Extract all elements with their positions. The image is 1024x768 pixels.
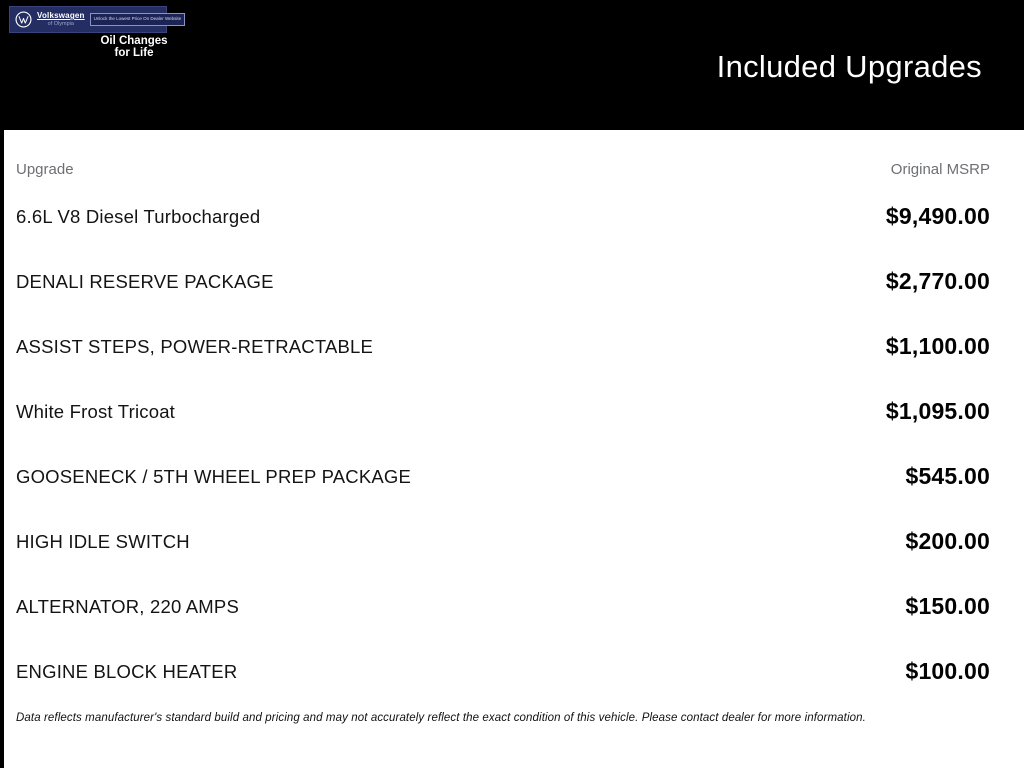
upgrade-name: ASSIST STEPS, POWER-RETRACTABLE: [16, 335, 374, 357]
upgrade-msrp: $150.00: [905, 593, 990, 619]
table-row: GOOSENECK / 5TH WHEEL PREP PACKAGE $545.…: [16, 444, 990, 509]
upgrade-msrp: $9,490.00: [885, 203, 990, 229]
upgrade-msrp: $100.00: [905, 658, 990, 684]
tagline-line1: Oil Changes: [100, 35, 168, 47]
dealer-name-block: Volkswagen of Olympia: [37, 11, 85, 27]
dealer-suffix: of Olympia: [47, 20, 74, 27]
table-row: ENGINE BLOCK HEATER $100.00: [16, 639, 990, 704]
table-header-row: Upgrade Original MSRP: [16, 161, 990, 178]
dealer-banner[interactable]: Volkswagen of Olympia Unlock the Lowest …: [9, 6, 186, 33]
upgrade-name: ALTERNATOR, 220 AMPS: [16, 595, 239, 617]
left-border: [0, 0, 4, 768]
vw-logo-icon: [15, 11, 32, 28]
tagline-line2: for Life: [114, 46, 154, 59]
table-row: ASSIST STEPS, POWER-RETRACTABLE $1,100.0…: [16, 314, 990, 379]
upgrade-name: ENGINE BLOCK HEATER: [16, 660, 238, 682]
column-header-upgrade: Upgrade: [16, 161, 74, 178]
upgrade-list: 6.6L V8 Diesel Turbocharged $9,490.00 DE…: [16, 184, 990, 704]
column-header-msrp: Original MSRP: [890, 161, 990, 178]
upgrade-msrp: $2,770.00: [885, 268, 990, 294]
table-row: DENALI RESERVE PACKAGE $2,770.00: [16, 249, 990, 314]
upgrade-name: HIGH IDLE SWITCH: [16, 530, 190, 552]
table-row: White Frost Tricoat $1,095.00: [16, 379, 990, 444]
disclaimer-text: Data reflects manufacturer's standard bu…: [16, 712, 866, 724]
table-row: ALTERNATOR, 220 AMPS $150.00: [16, 574, 990, 639]
page-header: Volkswagen of Olympia Unlock the Lowest …: [0, 0, 1024, 130]
upgrade-msrp: $200.00: [905, 528, 990, 554]
unlock-price-button[interactable]: Unlock the Lowest Price On Dealer Websit…: [89, 13, 186, 26]
page-title: Included Upgrades: [716, 49, 982, 84]
upgrade-name: GOOSENECK / 5TH WHEEL PREP PACKAGE: [16, 465, 412, 487]
upgrade-name: DENALI RESERVE PACKAGE: [16, 270, 274, 292]
dealer-name: Volkswagen: [37, 11, 85, 21]
upgrades-table: Upgrade Original MSRP 6.6L V8 Diesel Tur…: [0, 161, 1024, 724]
upgrade-name: White Frost Tricoat: [16, 400, 176, 422]
table-row: 6.6L V8 Diesel Turbocharged $9,490.00: [16, 184, 990, 249]
oil-changes-tagline: Oil Changes for Life: [96, 35, 172, 59]
upgrade-msrp: $1,100.00: [885, 333, 990, 359]
table-row: HIGH IDLE SWITCH $200.00: [16, 509, 990, 574]
upgrade-msrp: $545.00: [905, 463, 990, 489]
upgrade-name: 6.6L V8 Diesel Turbocharged: [16, 205, 261, 227]
upgrade-msrp: $1,095.00: [885, 398, 990, 424]
